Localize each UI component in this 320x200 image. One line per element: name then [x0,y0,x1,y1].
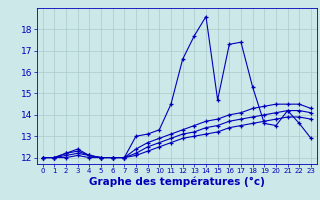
X-axis label: Graphe des températures (°c): Graphe des températures (°c) [89,177,265,187]
